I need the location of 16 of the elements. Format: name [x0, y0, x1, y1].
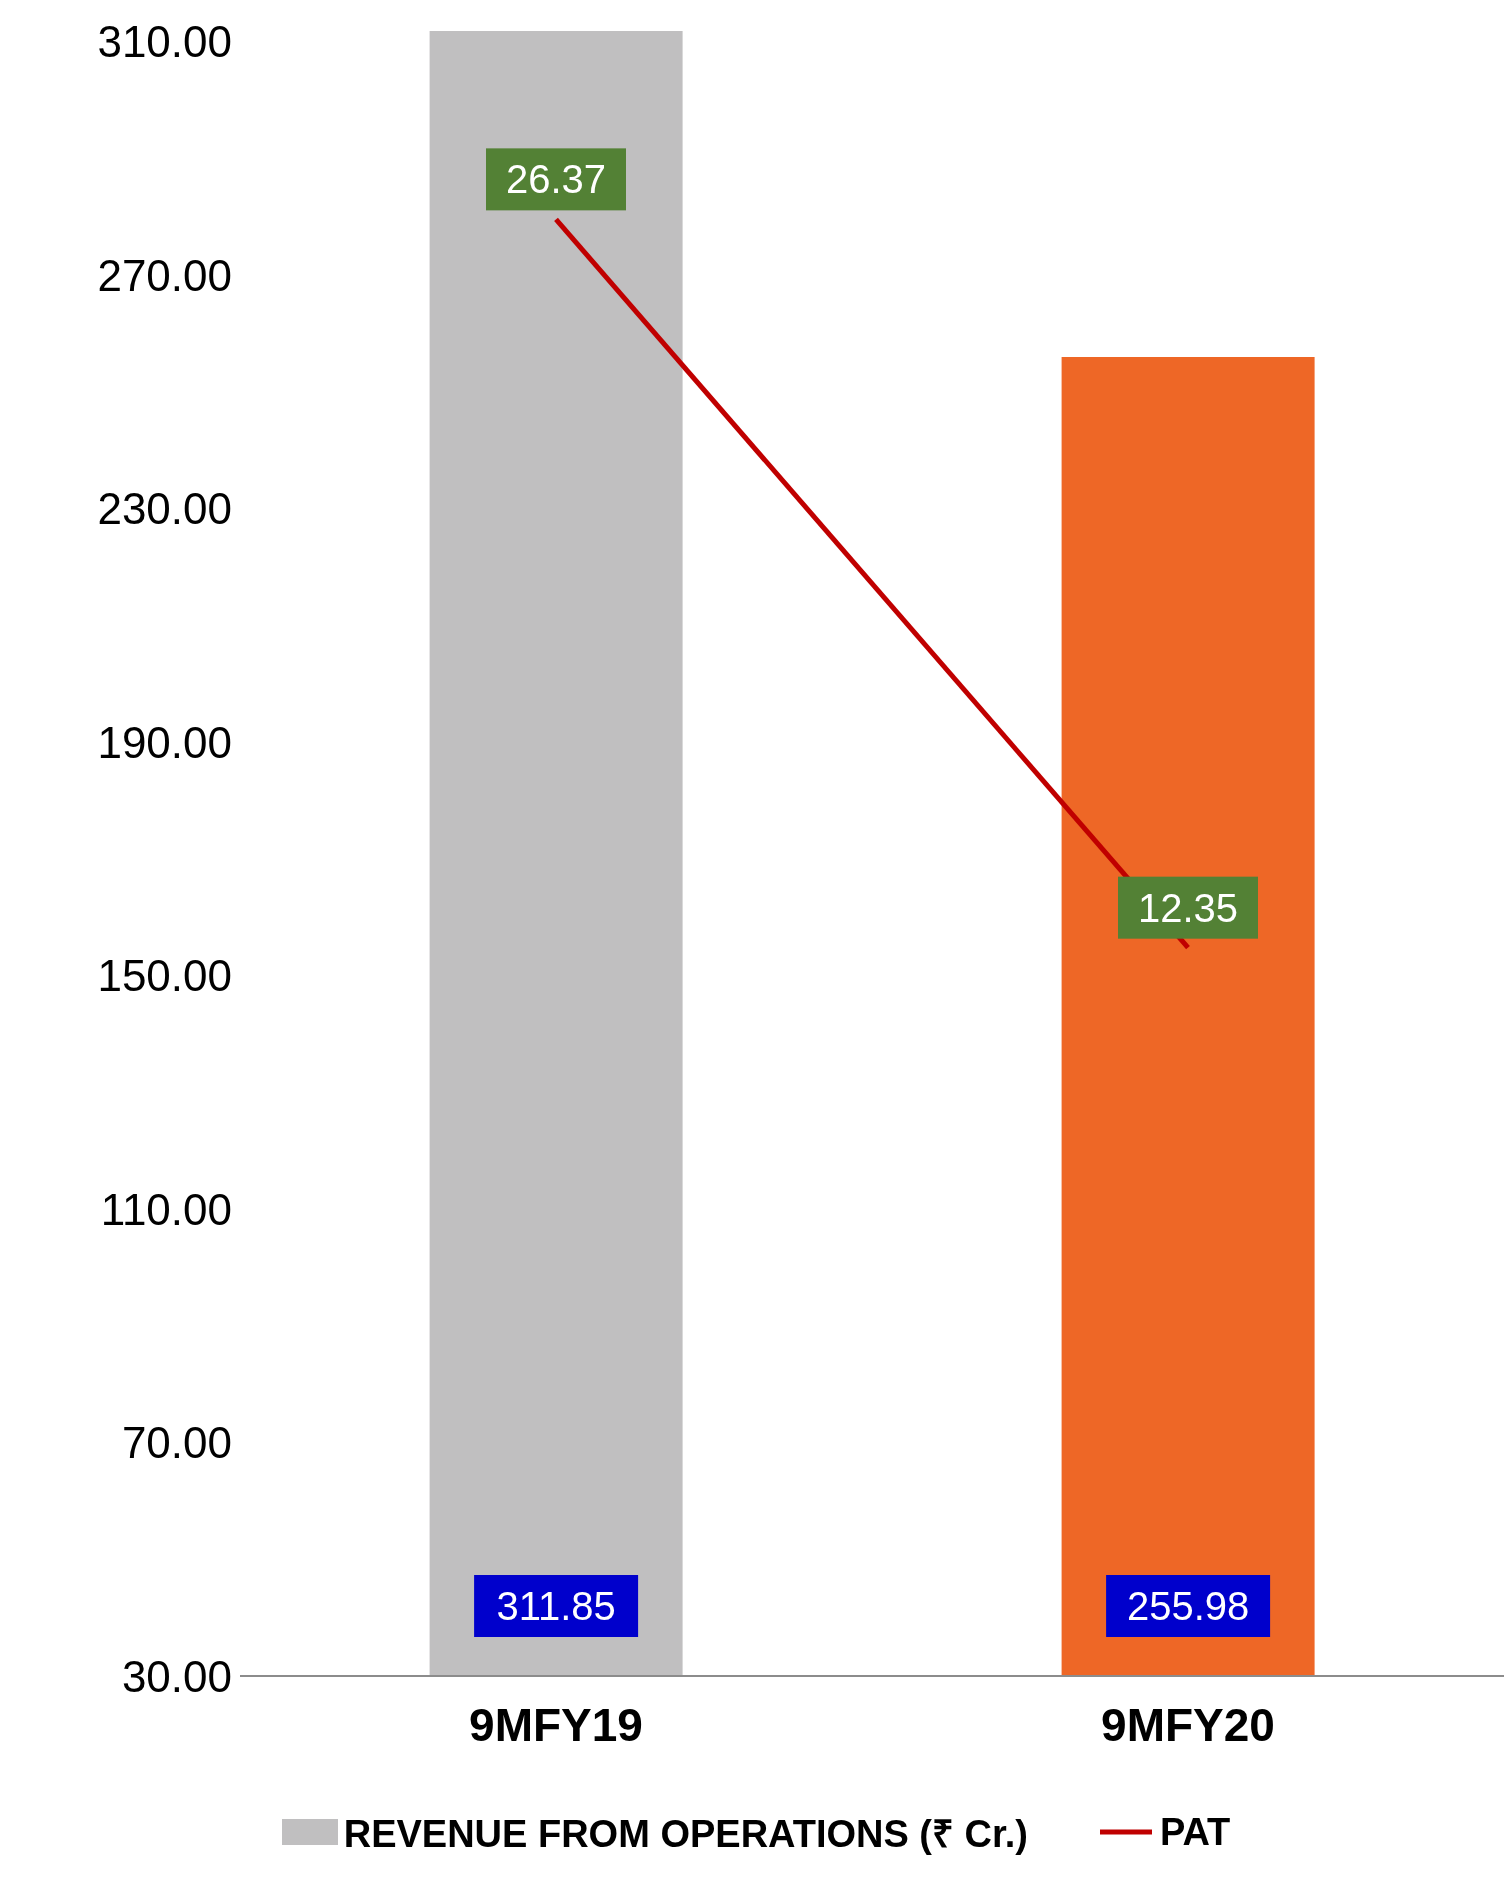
- y-tick-label: 230.00: [97, 484, 232, 534]
- y-tick-label: 150.00: [97, 951, 232, 1001]
- x-tick-label: 9MFY20: [1101, 1698, 1275, 1751]
- legend-label: PAT: [1159, 1810, 1231, 1854]
- y-tick-label: 70.00: [121, 1418, 232, 1468]
- y-tick-label: 270.00: [97, 250, 232, 300]
- y-tick-label: 110.00: [100, 1184, 232, 1234]
- y-tick-label: 190.00: [97, 717, 232, 767]
- x-tick-label: 9MFY19: [469, 1698, 643, 1751]
- data-label: 311.85: [496, 1584, 616, 1628]
- data-label: 12.35: [1137, 885, 1239, 930]
- data-label: 255.98: [1126, 1584, 1250, 1628]
- legend-label: REVENUE FROM OPERATIONS (₹ Cr.): [343, 1812, 1028, 1857]
- y-tick-label: 30.00: [121, 1651, 232, 1701]
- y-tick-label: 310.00: [97, 17, 232, 67]
- data-label: 26.37: [505, 157, 607, 202]
